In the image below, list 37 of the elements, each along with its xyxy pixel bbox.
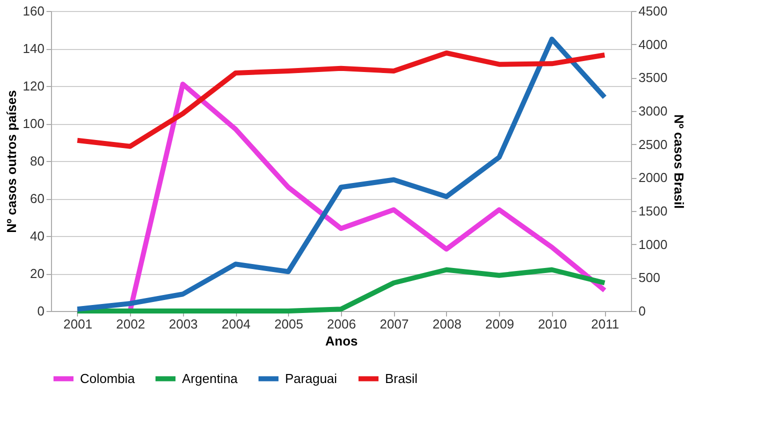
y2-tick-label: 0 bbox=[638, 304, 646, 318]
y-tick-label: 120 bbox=[22, 78, 44, 94]
y-tick-label: 60 bbox=[30, 191, 44, 206]
y2-tick-label: 1500 bbox=[638, 204, 668, 218]
legend-label: Paraguai bbox=[285, 370, 338, 386]
x-axis-title: Anos bbox=[325, 334, 358, 348]
y2-tick-label: 4000 bbox=[638, 36, 668, 52]
y2-tick-label: 3000 bbox=[638, 104, 668, 118]
x-tick-label: 2008 bbox=[432, 316, 462, 332]
x-tick-label: 2006 bbox=[327, 316, 356, 332]
x-tick-label: 2003 bbox=[168, 316, 198, 332]
x-tick-label: 2007 bbox=[380, 316, 409, 332]
y-tick-label: 160 bbox=[22, 4, 44, 18]
x-tick-label: 2011 bbox=[591, 316, 620, 332]
y2-tick-label: 500 bbox=[638, 270, 660, 286]
x-tick-label: 2009 bbox=[485, 316, 514, 332]
y-tick-label: 140 bbox=[22, 41, 44, 56]
y-tick-label: 0 bbox=[37, 304, 44, 318]
y-tick-label: 80 bbox=[30, 154, 44, 168]
x-tick-label: 2004 bbox=[222, 316, 251, 332]
legend-label: Brasil bbox=[385, 370, 418, 386]
legend-label: Argentina bbox=[182, 370, 238, 386]
y2-tick-label: 1000 bbox=[638, 236, 668, 252]
y2-tick-label: 3500 bbox=[638, 70, 668, 86]
legend-label: Colombia bbox=[80, 370, 136, 386]
x-tick-label: 2005 bbox=[274, 316, 304, 332]
y2-tick-label: 4500 bbox=[638, 4, 668, 18]
y-tick-label: 100 bbox=[22, 116, 44, 131]
x-tick-label: 2010 bbox=[538, 316, 567, 332]
y-axis-title: Nº casos outros países bbox=[4, 90, 19, 233]
x-tick-label: 2001 bbox=[63, 316, 92, 332]
y2-tick-label: 2500 bbox=[638, 136, 668, 152]
y-tick-label: 20 bbox=[30, 266, 44, 281]
x-tick-label: 2002 bbox=[116, 316, 146, 332]
y2-axis-title: Nº casos Brasil bbox=[671, 114, 686, 209]
y2-tick-label: 2000 bbox=[638, 170, 668, 186]
y-tick-label: 40 bbox=[30, 228, 44, 244]
